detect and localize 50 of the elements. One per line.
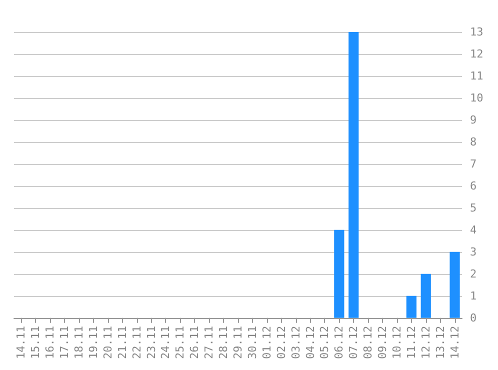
x-tick-label: 02.12 bbox=[274, 326, 288, 360]
bar bbox=[406, 296, 416, 318]
x-tick-label: 16.11 bbox=[44, 326, 57, 360]
x-tick-label: 17.11 bbox=[58, 326, 72, 360]
y-tick-label: 1 bbox=[470, 289, 477, 302]
x-tick-label: 03.12 bbox=[289, 326, 302, 360]
x-tick-label: 06.12 bbox=[332, 326, 346, 360]
x-tick-label: 27.11 bbox=[202, 326, 216, 360]
x-tick-label: 29.11 bbox=[232, 326, 244, 360]
x-tick-label: 12.12 bbox=[419, 326, 432, 360]
x-tick-label: 05.12 bbox=[318, 326, 332, 360]
x-tick-label: 20.11 bbox=[101, 326, 114, 360]
x-tick-label: 09.12 bbox=[376, 326, 390, 360]
y-tick-label: 8 bbox=[470, 135, 477, 148]
y-tick-label: 5 bbox=[470, 201, 477, 214]
x-tick-label: 08.12 bbox=[362, 326, 375, 360]
y-tick-label: 12 bbox=[470, 47, 484, 60]
y-tick-label: 4 bbox=[470, 223, 477, 236]
x-tick-label: 30.11 bbox=[246, 326, 259, 360]
bar bbox=[420, 274, 431, 318]
y-tick-label: 9 bbox=[470, 113, 477, 126]
y-tick-label: 13 bbox=[470, 26, 484, 38]
y-tick-label: 7 bbox=[470, 157, 477, 170]
x-tick-label: 11.12 bbox=[404, 326, 418, 360]
x-tick-label: 07.12 bbox=[347, 326, 360, 360]
y-tick-label: 11 bbox=[470, 69, 484, 82]
y-tick-label: 3 bbox=[470, 245, 477, 258]
y-tick-label: 2 bbox=[470, 267, 477, 280]
x-tick-label: 15.11 bbox=[29, 326, 42, 360]
x-tick-label: 13.12 bbox=[434, 326, 447, 360]
x-tick-label: 22.11 bbox=[130, 326, 144, 360]
x-tick-label: 19.11 bbox=[86, 326, 100, 360]
x-tick-label: 28.11 bbox=[217, 326, 230, 360]
y-tick-label: 6 bbox=[470, 179, 477, 192]
x-tick-label: 18.11 bbox=[72, 326, 86, 360]
x-tick-label: 14.11 bbox=[14, 326, 28, 360]
x-tick-label: 26.11 bbox=[188, 326, 202, 360]
y-tick-label: 10 bbox=[470, 91, 484, 104]
y-tick-label: 0 bbox=[470, 311, 477, 324]
x-tick-label: 10.12 bbox=[390, 326, 404, 360]
x-tick-label: 24.11 bbox=[159, 326, 172, 360]
bar bbox=[348, 32, 359, 318]
bar bbox=[334, 230, 344, 318]
x-tick-label: 23.11 bbox=[144, 326, 158, 360]
x-tick-label: 04.12 bbox=[304, 326, 317, 360]
x-tick-label: 21.11 bbox=[116, 326, 129, 360]
bar bbox=[450, 252, 460, 318]
x-tick-label: 14.12 bbox=[448, 326, 462, 360]
x-tick-label: 25.11 bbox=[174, 326, 187, 360]
x-tick-label: 01.12 bbox=[260, 326, 274, 360]
